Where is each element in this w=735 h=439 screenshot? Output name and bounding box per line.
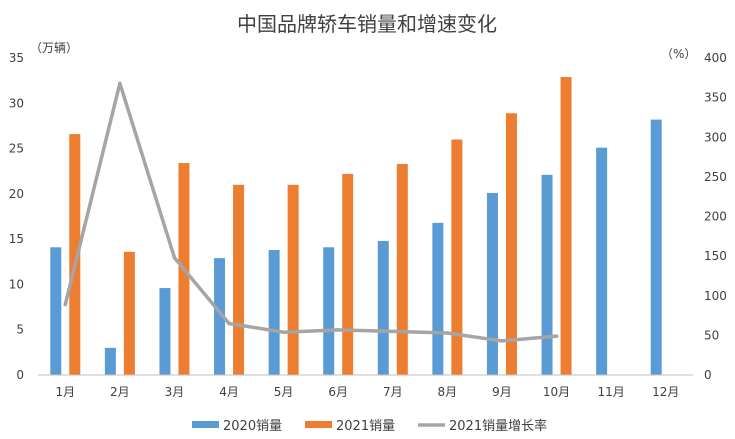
right-tick-label: 350 — [704, 91, 727, 105]
bar-2021-6 — [342, 173, 354, 375]
bar-2021-1 — [69, 134, 81, 375]
bar-2020-11 — [596, 147, 608, 375]
left-tick-label: 25 — [9, 142, 24, 156]
left-tick-label: 0 — [16, 368, 24, 382]
right-axis-unit-label: （%） — [661, 47, 696, 61]
growth-rate-line — [63, 81, 559, 343]
left-tick-label: 30 — [9, 96, 24, 110]
line-series-group — [63, 81, 559, 343]
bar-2020-2 — [104, 347, 116, 375]
bar-2021-8 — [451, 139, 463, 375]
legend-label: 2020销量 — [223, 419, 282, 434]
bar-2020-12 — [650, 119, 662, 376]
x-tick-label: 3月 — [165, 385, 185, 399]
growth-rate-point-10 — [554, 334, 559, 338]
legend-swatch-0 — [192, 421, 219, 428]
right-axis-ticks: 0 50 100 150 200 250 300 350 400 — [704, 51, 727, 382]
chart-title: 中国品牌轿车销量和增速变化 — [237, 12, 497, 36]
bar-2021-10 — [560, 77, 572, 376]
left-tick-label: 10 — [9, 277, 24, 291]
bar-2021-7 — [396, 163, 408, 375]
bar-2020-8 — [432, 222, 444, 375]
left-tick-label: 15 — [9, 232, 24, 246]
x-tick-label: 1月 — [55, 385, 75, 399]
left-axis-ticks: 0 5 10 15 20 25 30 35 — [9, 51, 24, 382]
growth-rate-point-1 — [63, 302, 68, 307]
legend: 2020销量 2021销量 2021销量增长率 — [192, 418, 547, 434]
bar-2020-6 — [323, 247, 335, 375]
growth-rate-point-3 — [172, 255, 177, 260]
x-tick-label: 11月 — [597, 385, 624, 399]
legend-swatch-1 — [305, 421, 332, 428]
right-tick-label: 50 — [704, 328, 719, 342]
bar-series-group — [50, 77, 662, 376]
growth-rate-point-9 — [500, 339, 504, 343]
x-tick-label: 8月 — [438, 385, 458, 399]
growth-rate-point-8 — [445, 331, 450, 335]
x-tick-label: 6月 — [328, 385, 348, 399]
growth-rate-point-5 — [281, 330, 286, 335]
right-tick-label: 400 — [704, 51, 727, 65]
right-tick-label: 200 — [704, 210, 727, 224]
bar-2021-4 — [233, 184, 245, 375]
legend-label: 2021销量增长率 — [449, 418, 547, 434]
growth-rate-point-6 — [336, 328, 341, 332]
x-tick-label: 5月 — [274, 385, 294, 399]
left-tick-label: 20 — [9, 187, 24, 201]
right-tick-label: 300 — [704, 130, 727, 144]
x-tick-label: 9月 — [492, 385, 512, 399]
bar-2020-3 — [159, 288, 171, 375]
left-tick-label: 35 — [9, 51, 24, 65]
bar-2020-9 — [486, 192, 498, 375]
legend-label: 2021销量 — [336, 419, 395, 434]
bar-2020-4 — [214, 258, 226, 375]
left-tick-label: 5 — [16, 323, 24, 337]
bar-2021-5 — [287, 184, 299, 375]
growth-rate-point-4 — [227, 321, 231, 326]
x-axis-ticks: 1月 2月 3月 4月 5月 6月 7月 8月 9月 10月 11月 12月 — [55, 385, 679, 399]
right-tick-label: 100 — [704, 289, 727, 303]
growth-rate-point-2 — [118, 81, 122, 86]
bar-2020-1 — [50, 247, 62, 375]
bar-2020-5 — [268, 250, 280, 375]
x-tick-label: 10月 — [543, 385, 570, 399]
right-tick-label: 0 — [704, 368, 712, 382]
left-axis-unit-label: （万辆） — [30, 41, 78, 55]
bar-2020-10 — [541, 174, 553, 375]
growth-rate-point-7 — [390, 329, 395, 334]
x-tick-label: 12月 — [652, 385, 679, 399]
x-tick-label: 2月 — [110, 385, 130, 399]
bar-2021-9 — [505, 113, 517, 376]
x-tick-label: 7月 — [383, 385, 403, 399]
x-tick-label: 4月 — [219, 385, 239, 399]
right-tick-label: 250 — [704, 170, 727, 184]
bar-2021-2 — [123, 251, 135, 375]
bar-2020-7 — [377, 240, 389, 375]
right-tick-label: 150 — [704, 249, 727, 263]
